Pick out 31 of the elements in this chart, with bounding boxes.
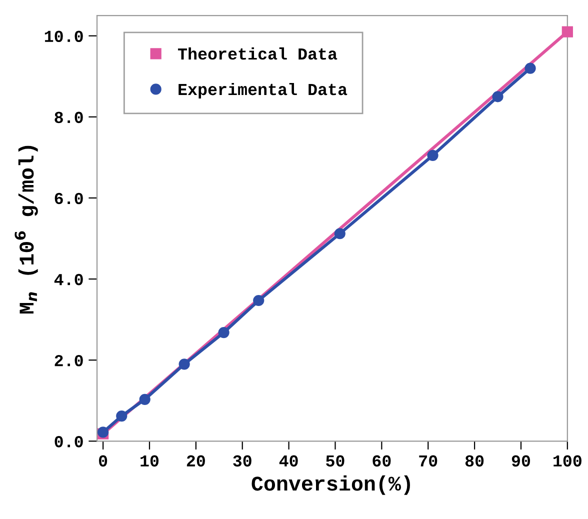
y-tick-label: 6.0: [54, 192, 83, 204]
point: [139, 394, 150, 405]
x-tick-label: 60: [372, 455, 391, 467]
legend-label: Experimental Data: [178, 82, 348, 98]
x-tick-label: 40: [279, 455, 298, 467]
x-tick-label: 30: [233, 455, 252, 467]
y-tick-label: 2.0: [54, 354, 83, 366]
x-tick-label: 20: [186, 455, 205, 467]
y-tick-label: 4.0: [54, 274, 83, 286]
point: [492, 91, 504, 102]
x-tick-label: 90: [512, 455, 530, 467]
x-axis-title: Conversion(%): [252, 475, 410, 495]
legend-label: Theoretical Data: [178, 47, 338, 60]
x-tick-label: 80: [465, 455, 484, 467]
x-tick-label: 0: [99, 455, 108, 467]
point: [427, 150, 438, 161]
y-tick-label: 8.0: [54, 112, 83, 124]
point: [178, 358, 190, 370]
point: [334, 228, 346, 240]
point: [116, 410, 128, 422]
point: [253, 294, 264, 306]
y-tick-label: 10.0: [44, 30, 83, 42]
x-tick-label: 100: [554, 455, 582, 467]
y-tick-label: 0.0: [54, 436, 83, 448]
x-tick-label: 70: [419, 455, 438, 467]
point: [524, 62, 536, 74]
y-axis-title: M$_{n}$ (10$^{6}$ g/mol): [14, 146, 38, 314]
point: [218, 326, 230, 338]
point: [562, 26, 573, 38]
x-tick-label: 50: [326, 455, 344, 467]
x-tick-label: 10: [140, 455, 159, 467]
